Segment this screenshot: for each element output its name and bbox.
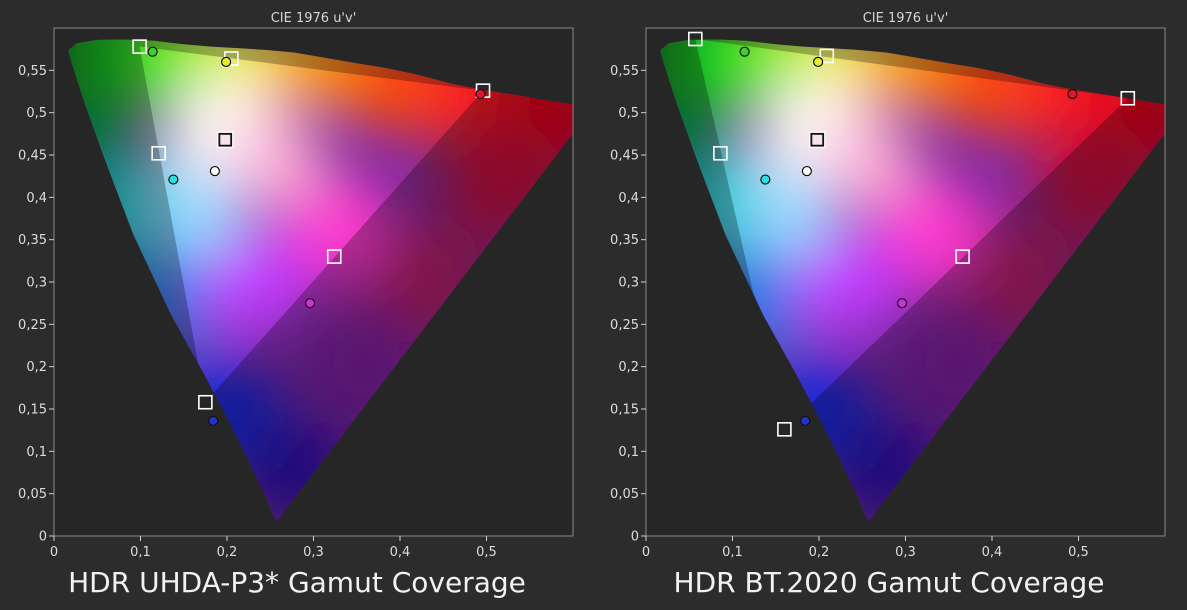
y-tick-label: 0,1 — [618, 445, 639, 460]
y-tick-label: 0,45 — [18, 149, 47, 164]
y-tick-label: 0,55 — [610, 64, 639, 79]
chart-panel-p3: CIE 1976 u'v' 0 0,05 0,1 0,15 0,2 0,25 0,3 0,35 0… — [18, 11, 574, 599]
measured-point — [896, 298, 908, 309]
y-tick-label: 0,5 — [26, 106, 47, 121]
target-point — [777, 422, 792, 437]
y-tick-label: 0,1 — [26, 445, 47, 460]
target-point — [132, 39, 147, 54]
y-tick-label: 0,35 — [610, 233, 639, 248]
y-tick-label: 0,3 — [618, 276, 639, 291]
x-tick-label: 0,5 — [1068, 545, 1089, 560]
x-tick-label: 0,1 — [722, 545, 743, 560]
measured-point — [813, 56, 824, 67]
measured-point — [800, 415, 811, 426]
chart-panel-bt2020: CIE 1976 u'v' 0 0,05 0,1 0,15 0,2 0,25 0,3 0,35 0… — [592, 0, 1186, 610]
x-tick-label: 0,5 — [476, 545, 497, 560]
y-tick-label: 0,3 — [26, 276, 47, 291]
target-point — [218, 132, 233, 147]
measured-point — [801, 165, 812, 177]
x-tick-label: 0,3 — [303, 545, 324, 560]
target-point — [198, 394, 213, 410]
y-tick-label: 0,55 — [18, 64, 47, 79]
measured-point — [208, 415, 219, 426]
y-tick-label: 0,45 — [610, 149, 639, 164]
y-tick-label: 0,15 — [18, 403, 47, 418]
chart-title: CIE 1976 u'v' — [863, 11, 949, 26]
y-tick-label: 0,2 — [618, 360, 639, 375]
y-tick-label: 0,35 — [18, 233, 47, 248]
target-point — [151, 146, 166, 161]
x-tick-label: 0,4 — [390, 545, 411, 560]
measured-point — [760, 174, 771, 185]
chart-caption-p3: HDR UHDA-P3* Gamut Coverage — [68, 566, 526, 599]
measured-point — [475, 88, 486, 100]
chart-caption-bt2020: HDR BT.2020 Gamut Coverage — [673, 566, 1105, 599]
target-point — [1120, 90, 1136, 106]
target-point — [688, 31, 703, 47]
y-tick-label: 0,4 — [26, 191, 47, 206]
target-point — [326, 249, 342, 264]
y-tick-label: 0,25 — [610, 318, 639, 333]
measured-point — [209, 165, 220, 177]
y-tick-label: 0,25 — [18, 318, 47, 333]
y-tick-label: 0,4 — [618, 191, 639, 206]
y-tick-label: 0,05 — [18, 487, 47, 502]
measured-point — [1067, 88, 1078, 100]
measured-point — [304, 298, 316, 309]
target-point — [713, 146, 728, 161]
y-tick-label: 0 — [631, 530, 639, 545]
x-tick-label: 0,2 — [809, 545, 830, 560]
x-tick-label: 0 — [642, 545, 650, 560]
measured-point — [739, 46, 750, 57]
y-tick-label: 0 — [39, 530, 47, 545]
y-tick-label: 0,5 — [618, 106, 639, 121]
target-point — [819, 48, 835, 64]
x-tick-label: 0,2 — [217, 545, 238, 560]
x-tick-label: 0,1 — [130, 545, 151, 560]
x-tick-label: 0 — [50, 545, 58, 560]
y-tick-label: 0,05 — [610, 487, 639, 502]
x-tick-label: 0,3 — [895, 545, 916, 560]
target-point-white-outline — [217, 131, 234, 148]
x-tick-label: 0,4 — [982, 545, 1003, 560]
y-tick-label: 0,2 — [26, 360, 47, 375]
target-point-white-outline — [809, 131, 826, 148]
cie-chart-p3: CIE 1976 u'v' 0 0,05 0,1 0,15 0,2 0,25 0,3 0,35 0… — [18, 11, 574, 560]
cie-chart-bt2020: CIE 1976 u'v' 0 0,05 0,1 0,15 0,2 0,25 0,3 0,35 0… — [610, 11, 1166, 560]
target-point — [810, 132, 825, 147]
y-tick-label: 0,15 — [610, 403, 639, 418]
measured-point — [221, 56, 232, 67]
measured-point — [168, 174, 179, 185]
measured-point — [147, 46, 158, 57]
chart-title: CIE 1976 u'v' — [271, 11, 357, 26]
target-point — [955, 249, 970, 264]
